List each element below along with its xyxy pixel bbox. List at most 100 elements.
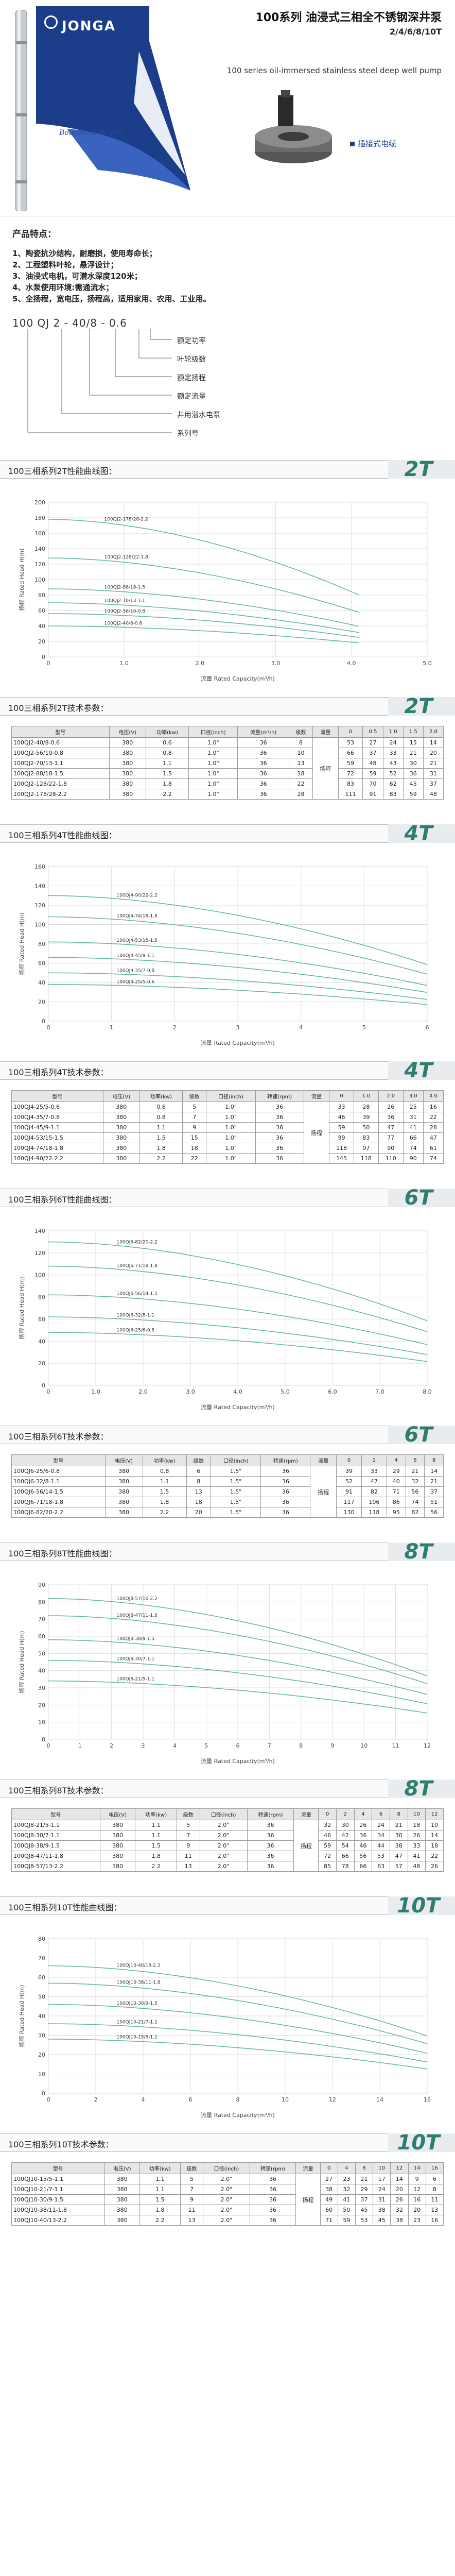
column-header: 功率(kw) xyxy=(139,1090,183,1102)
header-row: 型号 电压(V) 功率(kw) 口径(inch) 流量(m³/h) 级数 流量 0 0.5 1.0… xyxy=(11,726,444,738)
series-line xyxy=(48,957,428,993)
y-tick-label: 140 xyxy=(34,546,45,552)
table-cell: 145 xyxy=(329,1153,354,1164)
section-title: 100三相系列6T技术参数： xyxy=(8,1432,109,1442)
table-cell: 0.8 xyxy=(142,1466,187,1477)
series-line xyxy=(48,972,428,1000)
table-cell: 36 xyxy=(260,1476,311,1487)
model-cell: 100QJ10-38/11-1.8 xyxy=(11,2205,105,2215)
table-row: 100QJ2-178/28-2.2 380 2.2 1.0" 36 28 111 91 83 59… xyxy=(11,789,444,800)
table-cell: 14 xyxy=(423,737,444,748)
table-cell: 13 xyxy=(288,758,313,769)
model-code: 100 QJ 2 - 40/8 - 0.6 xyxy=(12,317,127,329)
table-cell: 380 xyxy=(104,1486,143,1497)
table-row: 100QJ6-32/8-1.1 380 1.1 8 1.5" 36 52 47 40 32 21 xyxy=(11,1476,444,1487)
code-label: 额定功率 xyxy=(177,337,206,345)
table-cell: 21 xyxy=(424,1476,444,1487)
series-line xyxy=(48,2004,428,2054)
swoosh-graphic xyxy=(36,41,190,191)
table-cell: 33 xyxy=(361,1466,387,1477)
table-cell: 59 xyxy=(318,1840,337,1851)
column-header: 流量 xyxy=(312,726,339,738)
table-row: 100QJ6-82/20-2.2 380 2.2 20 1.5" 36 130 118 95 82… xyxy=(11,1507,444,1518)
column-header: 电压(V) xyxy=(99,1808,136,1820)
table-cell: 118 xyxy=(361,1507,387,1518)
table-cell: 2.0" xyxy=(199,1830,248,1841)
table-cell: 36 xyxy=(247,1861,294,1872)
chart-section-header: 100三相系列8T性能曲线图： 8T xyxy=(0,1541,455,1567)
column-header: 流量 xyxy=(310,1454,337,1466)
x-tick-label: 2 xyxy=(94,2096,98,2103)
table-cell: 36 xyxy=(237,758,289,769)
table-cell: 10 xyxy=(288,748,313,758)
table-cell: 380 xyxy=(99,1840,136,1851)
y-axis-label: 扬程 Rated Head H(m) xyxy=(18,1631,25,1693)
features: 产品特点： 1、陶瓷抗沙结构，耐磨损，使用寿命长； 2、工程塑料叶轮，悬浮设计；… xyxy=(0,216,455,310)
table-cell: 1.0" xyxy=(206,1112,256,1123)
table-cell: 32 xyxy=(318,1820,337,1831)
table-cell: 110 xyxy=(378,1153,404,1164)
series-sections: 100三相系列2T性能曲线图： 2T 0 20 40 60 80 100 120 140 160 18… xyxy=(0,459,455,2241)
table-row: 100QJ2-128/22-1.8 380 1.8 1.0" 36 22 83 70 62 45 3… xyxy=(11,778,444,789)
table-cell: 117 xyxy=(336,1497,362,1507)
chart-section-header: 100三相系列2T性能曲线图： 2T xyxy=(0,459,455,485)
table-cell: 45 xyxy=(402,778,424,789)
series-label: 100QJ2-70/13-1.1 xyxy=(104,599,145,604)
features-heading: 产品特点： xyxy=(12,229,56,240)
column-header: 0.5 xyxy=(362,726,383,738)
table-cell: 1.8 xyxy=(139,1143,183,1154)
column-header: 电压(V) xyxy=(109,726,146,738)
table-cell: 29 xyxy=(355,2184,374,2195)
spec-table-body: 100QJ6-25/6-0.8 380 0.8 6 1.5" 36 扬程 39 33 29 21 14… xyxy=(11,1466,444,1518)
series-line xyxy=(48,588,359,627)
motor-image xyxy=(255,90,332,163)
column-header: 流量 xyxy=(295,2162,321,2174)
y-tick-label: 0 xyxy=(42,1382,45,1389)
x-tick-label: 2.0 xyxy=(138,1388,148,1395)
table-cell: 23 xyxy=(337,2174,356,2184)
table-cell: 50 xyxy=(337,2205,356,2215)
table-cell: 11 xyxy=(176,1851,200,1861)
series-line xyxy=(48,1615,428,1684)
table-cell: 5 xyxy=(176,1820,200,1831)
table-cell: 380 xyxy=(109,768,146,779)
column-header: 1.0 xyxy=(382,726,404,738)
table-cell: 28 xyxy=(353,1101,379,1112)
spec-table-head: 型号 电压(V) 功率(kw) 级数 口径(inch) 转速(rpm) 流量 0 2 4 6 8 xyxy=(11,1454,444,1466)
product-title-en: 100 series oil-immersed stainless steel … xyxy=(226,66,442,75)
model-cell: 100QJ4-35/7-0.8 xyxy=(11,1112,103,1123)
table-row: 100QJ8-30/7-1.1 380 1.1 7 2.0" 36 46 42 36 34 30 26… xyxy=(11,1830,444,1841)
series-line xyxy=(48,1982,428,2044)
y-tick-label: 50 xyxy=(38,1650,45,1657)
table-cell: 66 xyxy=(354,1861,373,1872)
table-cell: 36 xyxy=(255,1122,304,1133)
column-header: 8 xyxy=(355,2162,374,2174)
column-header: 级数 xyxy=(288,726,313,738)
section-title: 100三相系列8T技术参数： xyxy=(8,1786,109,1795)
performance-chart: 0 20 40 60 80 100 120 140 160 180 200 0 1.0 2.0 3.0 4.0… xyxy=(0,488,455,688)
series-label: 100QJ4-53/15-1.5 xyxy=(116,938,157,943)
table-row: 100QJ2-40/8-0.6 380 0.6 1.0" 36 8 扬程 53 27 24 15 14 xyxy=(11,737,444,800)
table-row: 100QJ6-25/6-0.8 380 0.8 6 1.5" 36 扬程 39 33 29 21 14 xyxy=(11,1466,444,1518)
y-tick-label: 140 xyxy=(34,1228,45,1234)
y-tick-label: 80 xyxy=(38,1599,45,1605)
table-cell: 37 xyxy=(423,778,444,789)
model-cell: 100QJ6-56/14-1.5 xyxy=(11,1486,106,1497)
table-cell: 1.1 xyxy=(142,1476,187,1487)
y-tick-label: 100 xyxy=(34,577,45,583)
table-cell: 43 xyxy=(382,758,404,769)
table-cell: 11 xyxy=(425,2194,444,2205)
table-cell: 31 xyxy=(402,1112,424,1123)
table-cell: 1.0" xyxy=(188,737,238,748)
table-cell: 14 xyxy=(390,2174,409,2184)
section-spacer xyxy=(0,2226,455,2241)
column-header: 6 xyxy=(405,1454,425,1466)
x-tick-label: 8 xyxy=(299,1742,303,1749)
x-tick-label: 9 xyxy=(331,1742,335,1749)
model-cell: 100QJ8-47/11-1.8 xyxy=(11,1851,100,1861)
table-cell: 380 xyxy=(102,1101,140,1112)
spec-table: 型号 电压(V) 功率(kw) 级数 口径(inch) 转速(rpm) 流量 0 1.0 2.0 3… xyxy=(11,1090,444,1164)
y-tick-label: 60 xyxy=(38,607,45,614)
table-cell: 83 xyxy=(353,1132,379,1143)
table-cell: 36 xyxy=(247,1840,294,1851)
